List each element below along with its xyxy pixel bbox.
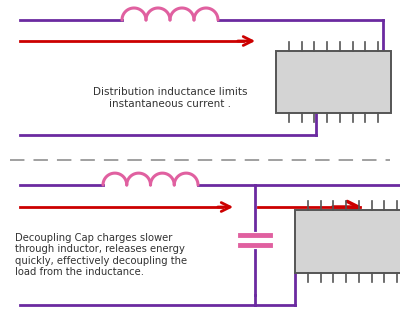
Text: Distribution inductance limits
instantaneous current .: Distribution inductance limits instantan… (93, 87, 247, 109)
Bar (295, 210, 400, 273)
Bar (276, 51, 391, 113)
Text: Decoupling Cap charges slower
through inductor, releases energy
quickly, effecti: Decoupling Cap charges slower through in… (15, 233, 187, 278)
